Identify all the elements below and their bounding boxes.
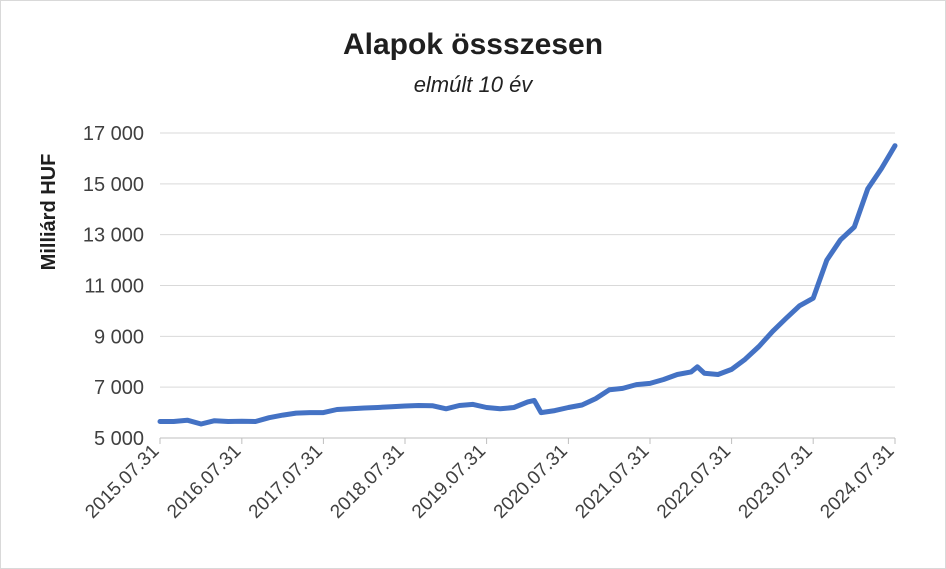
x-tick-label: 2018.07.31 — [326, 441, 408, 523]
x-tick-label: 2022.07.31 — [653, 441, 735, 523]
x-tick-label: 2024.07.31 — [816, 441, 898, 523]
x-tick-label: 2016.07.31 — [163, 441, 245, 523]
gridlines — [160, 132, 895, 388]
y-tick-label: 5 000 — [94, 428, 144, 450]
y-tick-label: 9 000 — [94, 326, 144, 348]
x-tick-label: 2017.07.31 — [245, 441, 327, 523]
x-axis-ticks: 2015.07.31 2016.07.31 2017.07.31 2018.07.31… — [81, 441, 898, 523]
y-tick-label: 17 000 — [83, 123, 144, 145]
x-tick-label: 2019.07.31 — [408, 441, 490, 523]
y-axis-ticks: 5 000 7 000 9 000 11 000 13 000 15 000 17 000 — [83, 123, 144, 450]
y-tick-label: 15 000 — [83, 174, 144, 196]
x-tick-label: 2020.07.31 — [490, 441, 572, 523]
x-tick-label: 2021.07.31 — [571, 441, 653, 523]
y-axis-label: Milliárd HUF — [38, 154, 60, 271]
y-tick-label: 11 000 — [84, 276, 144, 298]
x-tick-label: 2023.07.31 — [735, 441, 817, 523]
series-group — [157, 143, 898, 427]
chart-subtitle: elmúlt 10 év — [413, 72, 533, 97]
y-tick-label: 13 000 — [83, 225, 144, 247]
x-tick-label: 2015.07.31 — [81, 441, 163, 523]
chart-title: Alapok össszesen — [342, 28, 604, 61]
series-line — [157, 143, 898, 427]
x-axis — [159, 437, 896, 444]
y-tick-label: 7 000 — [94, 377, 144, 399]
